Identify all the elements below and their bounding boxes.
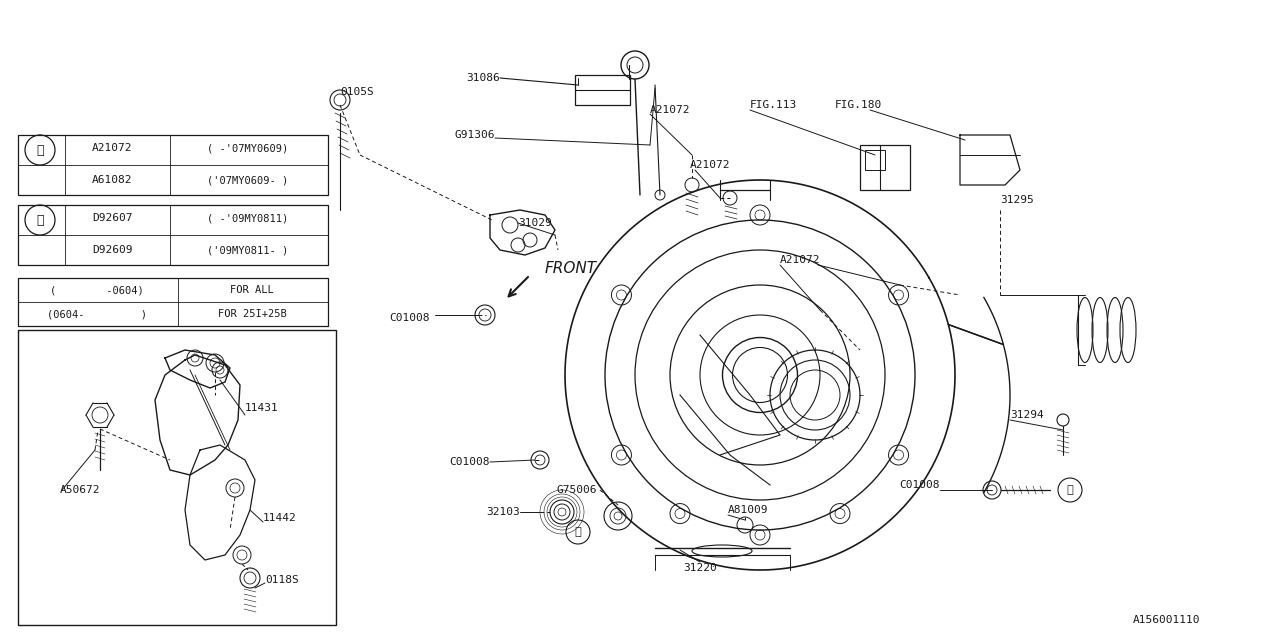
Text: C01008: C01008: [389, 313, 430, 323]
Text: A50672: A50672: [60, 485, 101, 495]
Text: A21072: A21072: [780, 255, 820, 265]
Text: G75006: G75006: [557, 485, 598, 495]
Text: ('07MY0609- ): ('07MY0609- ): [207, 175, 288, 185]
Text: ('09MY0811- ): ('09MY0811- ): [207, 245, 288, 255]
Text: ( -'09MY0811): ( -'09MY0811): [207, 213, 288, 223]
Text: A61082: A61082: [92, 175, 132, 185]
Text: D92609: D92609: [92, 245, 132, 255]
Text: D92607: D92607: [92, 213, 132, 223]
Text: A21072: A21072: [690, 160, 731, 170]
Text: ②: ②: [575, 527, 581, 537]
Text: A81009: A81009: [728, 505, 768, 515]
Text: (0604-         ): (0604- ): [47, 309, 147, 319]
Text: FOR 25I+25B: FOR 25I+25B: [218, 309, 287, 319]
Text: 11431: 11431: [244, 403, 279, 413]
Text: 11442: 11442: [262, 513, 297, 523]
Bar: [18, 205, 328, 265]
Text: 32103: 32103: [486, 507, 520, 517]
Text: A156001110: A156001110: [1133, 615, 1201, 625]
Bar: [865, 150, 884, 170]
Text: 0105S: 0105S: [340, 87, 374, 97]
Text: C01008: C01008: [449, 457, 490, 467]
Text: ①: ①: [36, 143, 44, 157]
Bar: [860, 145, 910, 190]
Text: FIG.113: FIG.113: [750, 100, 797, 110]
Text: A21072: A21072: [650, 105, 690, 115]
Text: 31220: 31220: [684, 563, 717, 573]
Text: 31295: 31295: [1000, 195, 1034, 205]
Bar: [18, 330, 337, 625]
Text: FIG.180: FIG.180: [835, 100, 882, 110]
Bar: [18, 278, 328, 326]
Text: 31294: 31294: [1010, 410, 1043, 420]
Text: FOR ALL: FOR ALL: [230, 285, 274, 295]
Bar: [575, 75, 630, 105]
Text: 31086: 31086: [466, 73, 500, 83]
Text: C01008: C01008: [900, 480, 940, 490]
Text: ( -'07MY0609): ( -'07MY0609): [207, 143, 288, 153]
Text: A21072: A21072: [92, 143, 132, 153]
Text: G91306: G91306: [454, 130, 495, 140]
Text: ①: ①: [1066, 485, 1074, 495]
Text: FRONT: FRONT: [545, 260, 598, 275]
Text: ②: ②: [36, 214, 44, 227]
Text: 0118S: 0118S: [265, 575, 298, 585]
Text: 31029: 31029: [518, 218, 552, 228]
Text: (        -0604): ( -0604): [50, 285, 143, 295]
Bar: [18, 135, 328, 195]
